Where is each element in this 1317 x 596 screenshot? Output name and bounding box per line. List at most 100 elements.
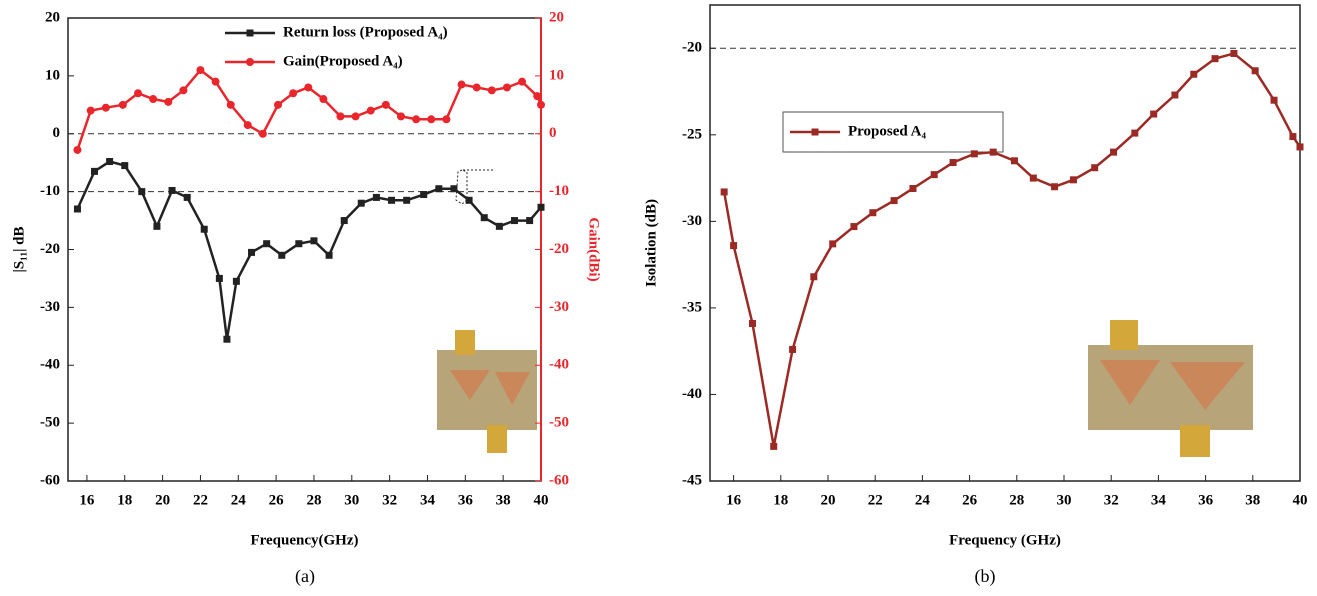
y-tick-label: -30 — [40, 299, 60, 315]
data-point — [1230, 49, 1238, 57]
data-point — [909, 184, 917, 192]
y-tick-label: 0 — [53, 125, 61, 141]
y-tick-label: -35 — [682, 299, 702, 315]
data-point — [1029, 174, 1037, 182]
data-point — [1069, 176, 1077, 184]
y2-tick-label: -60 — [549, 472, 569, 488]
data-point — [168, 186, 176, 194]
data-point — [289, 89, 298, 98]
data-point — [248, 248, 256, 256]
data-point — [101, 103, 110, 112]
data-point — [412, 115, 421, 124]
y-tick-label: 20 — [45, 9, 60, 25]
y2-tick-label: 10 — [549, 67, 564, 83]
data-point — [106, 158, 114, 166]
y2-axis-label: Gain(dBi) — [586, 217, 602, 281]
x-tick-label: 38 — [496, 492, 511, 508]
y2-tick-label: -50 — [549, 415, 569, 431]
data-point — [1171, 91, 1179, 99]
data-point — [200, 225, 208, 233]
x-tick-label: 24 — [915, 492, 931, 508]
y2-tick-label: -30 — [549, 299, 569, 315]
data-point — [1270, 96, 1278, 104]
data-point — [138, 188, 146, 196]
data-point — [1296, 143, 1304, 151]
data-point — [457, 80, 466, 89]
x-tick-label: 20 — [155, 492, 170, 508]
data-point — [149, 95, 158, 104]
data-point — [243, 121, 252, 130]
data-point — [258, 129, 267, 138]
x-tick-label: 34 — [1151, 492, 1167, 508]
data-point — [336, 112, 345, 121]
data-point — [1289, 133, 1297, 141]
x-tick-label: 40 — [1293, 492, 1308, 508]
y-tick-label: -20 — [40, 241, 60, 257]
x-tick-label: 36 — [458, 492, 474, 508]
y-tick-label: -10 — [40, 183, 60, 199]
data-point — [526, 217, 534, 225]
x-tick-label: 28 — [1009, 492, 1024, 508]
data-point — [427, 115, 436, 124]
caption: (b) — [975, 566, 996, 587]
data-point — [153, 222, 161, 230]
data-point — [1150, 110, 1158, 118]
data-point — [340, 217, 348, 225]
x-tick-label: 20 — [821, 492, 836, 508]
data-point — [720, 188, 728, 196]
data-point — [263, 240, 271, 248]
data-point — [1110, 148, 1118, 156]
data-point — [537, 203, 545, 211]
data-point — [396, 112, 405, 121]
y-axis-label: Isolation (dB) — [643, 199, 659, 287]
data-point — [310, 237, 318, 245]
data-point — [403, 196, 411, 204]
x-tick-label: 18 — [117, 492, 132, 508]
data-point — [372, 193, 380, 201]
y2-tick-label: 0 — [549, 125, 557, 141]
data-point — [381, 100, 390, 109]
data-point — [164, 97, 173, 106]
data-point — [989, 148, 997, 156]
data-point — [232, 277, 240, 285]
data-point — [450, 185, 458, 193]
y2-tick-label: -40 — [549, 357, 569, 373]
data-point — [495, 222, 503, 230]
data-point — [930, 171, 938, 179]
y-tick-label: -50 — [40, 415, 60, 431]
data-point — [73, 205, 81, 213]
series-line — [76, 68, 543, 151]
y-tick-label: -25 — [682, 126, 702, 142]
data-point — [134, 89, 143, 98]
data-point — [810, 273, 818, 281]
data-point — [223, 335, 231, 343]
caption: (a) — [295, 566, 315, 587]
data-point — [850, 223, 858, 231]
legend-marker — [246, 58, 254, 66]
data-point — [487, 86, 496, 95]
data-point — [442, 115, 451, 124]
y-tick-label: -40 — [40, 357, 60, 373]
data-point — [465, 196, 473, 204]
data-point — [748, 319, 756, 327]
legend-label: Gain(Proposed A₄) — [283, 53, 403, 69]
data-point — [480, 214, 488, 222]
data-point — [1131, 129, 1139, 137]
x-tick-label: 38 — [1245, 492, 1260, 508]
x-tick-label: 16 — [726, 492, 742, 508]
x-tick-label: 18 — [773, 492, 788, 508]
data-point — [196, 66, 205, 75]
data-point — [949, 159, 957, 167]
data-point — [502, 83, 511, 92]
data-point — [388, 196, 396, 204]
x-tick-label: 36 — [1198, 492, 1214, 508]
data-point — [730, 242, 738, 250]
data-point — [537, 100, 545, 109]
y2-tick-label: -20 — [549, 241, 569, 257]
data-point — [295, 240, 303, 248]
data-point — [351, 112, 360, 121]
data-point — [533, 92, 542, 101]
x-tick-label: 30 — [1057, 492, 1072, 508]
legend-marker — [811, 128, 819, 136]
